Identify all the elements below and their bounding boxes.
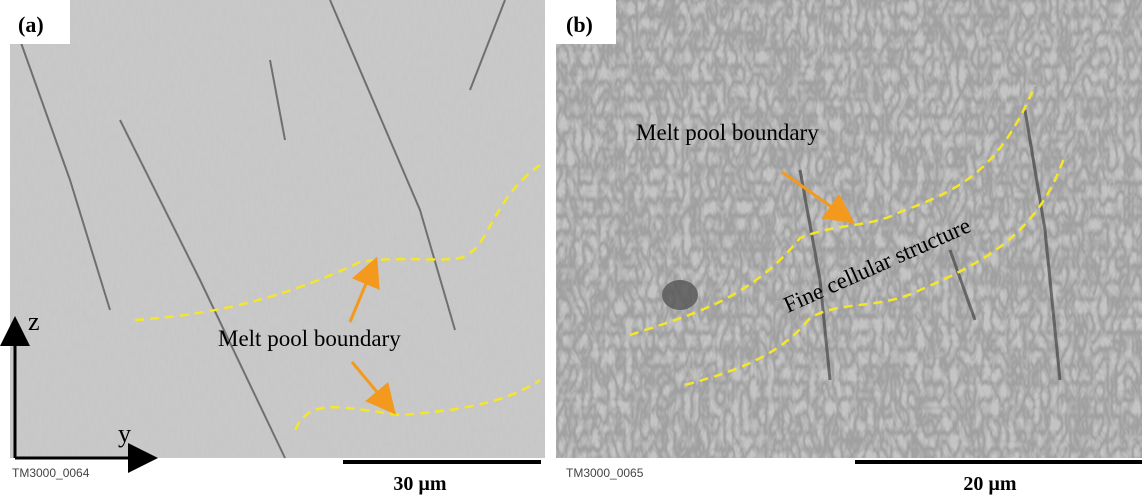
boundary-line [684,154,1067,387]
arrow [781,170,855,224]
axis-label: y [118,419,131,448]
boundary-line [293,378,541,431]
scale-label: 30 µm [393,473,447,495]
boundary-line [629,84,1037,337]
scale-label: 20 µm [963,473,1017,495]
panel-label: (a) [18,12,44,37]
label-box [556,0,616,44]
boundary-line [134,163,541,322]
texture [556,0,1142,458]
pore [662,280,698,310]
panel-a: (a) Melt pool boundary z y TM3000_0064 3… [0,0,545,495]
axis-label: z [28,307,40,336]
texture [10,0,545,458]
panel-label: (b) [566,12,593,37]
label-box [10,0,70,44]
annotation: Melt pool boundary [218,326,401,351]
arrow [350,361,396,415]
image-code: TM3000_0064 [12,466,90,480]
arrow [348,256,380,323]
annotation: Melt pool boundary [636,120,819,145]
panel-b: (b) Melt pool boundary Fine cellular str… [556,0,1142,495]
image-code: TM3000_0065 [566,466,644,480]
